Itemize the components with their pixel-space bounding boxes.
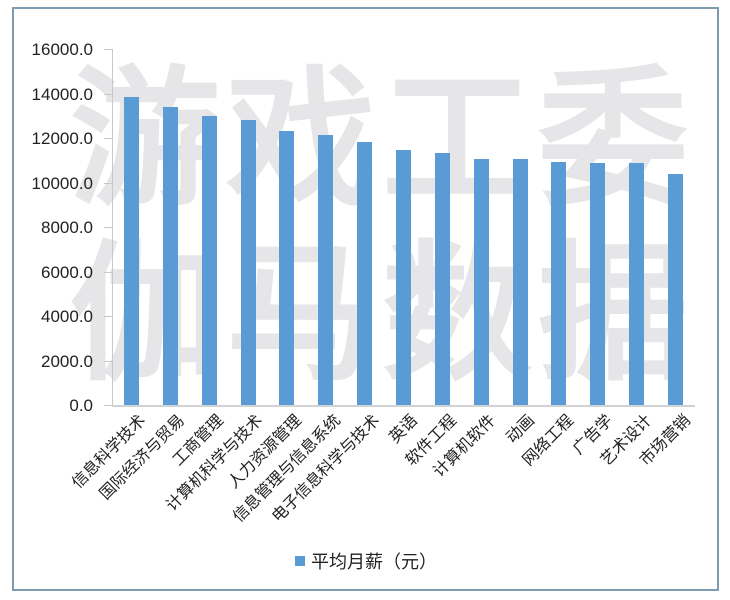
y-axis-line bbox=[112, 49, 113, 406]
y-tick-mark bbox=[104, 360, 112, 362]
legend-label: 平均月薪（元） bbox=[311, 552, 437, 573]
y-tick-mark bbox=[104, 49, 112, 50]
y-tick-label: 4000.0 bbox=[41, 307, 93, 326]
y-tick-label: 0.0 bbox=[69, 396, 93, 415]
y-tick-mark bbox=[104, 316, 112, 317]
y-tick-mark bbox=[104, 405, 112, 406]
bar bbox=[123, 96, 139, 405]
bar bbox=[551, 161, 567, 405]
y-tick-label: 6000.0 bbox=[41, 262, 93, 282]
bar bbox=[201, 115, 217, 405]
bar bbox=[279, 130, 295, 405]
bar bbox=[629, 162, 645, 405]
bar bbox=[590, 162, 606, 405]
y-tick-label: 16000.0 bbox=[31, 40, 93, 59]
y-tick-mark bbox=[104, 182, 112, 184]
y-tick-mark bbox=[104, 271, 112, 273]
y-tick-label: 10000.0 bbox=[31, 173, 93, 193]
y-tick-mark bbox=[104, 93, 112, 95]
bar bbox=[434, 152, 450, 405]
bar bbox=[240, 120, 256, 405]
bar bbox=[357, 141, 373, 405]
bar bbox=[318, 134, 334, 405]
y-tick-label: 14000.0 bbox=[31, 84, 93, 104]
legend-swatch bbox=[295, 556, 305, 566]
bar bbox=[396, 150, 411, 405]
bar bbox=[162, 107, 178, 405]
y-tick-mark bbox=[104, 227, 112, 228]
bar bbox=[512, 158, 528, 405]
y-tick-mark bbox=[104, 138, 112, 139]
y-tick-label: 12000.0 bbox=[31, 129, 93, 148]
y-tick-label: 2000.0 bbox=[41, 351, 93, 371]
y-tick-label: 8000.0 bbox=[41, 218, 93, 237]
legend: 平均月薪（元） bbox=[295, 548, 437, 574]
bar bbox=[668, 173, 684, 405]
x-axis-line bbox=[112, 405, 695, 407]
bar bbox=[473, 158, 489, 405]
